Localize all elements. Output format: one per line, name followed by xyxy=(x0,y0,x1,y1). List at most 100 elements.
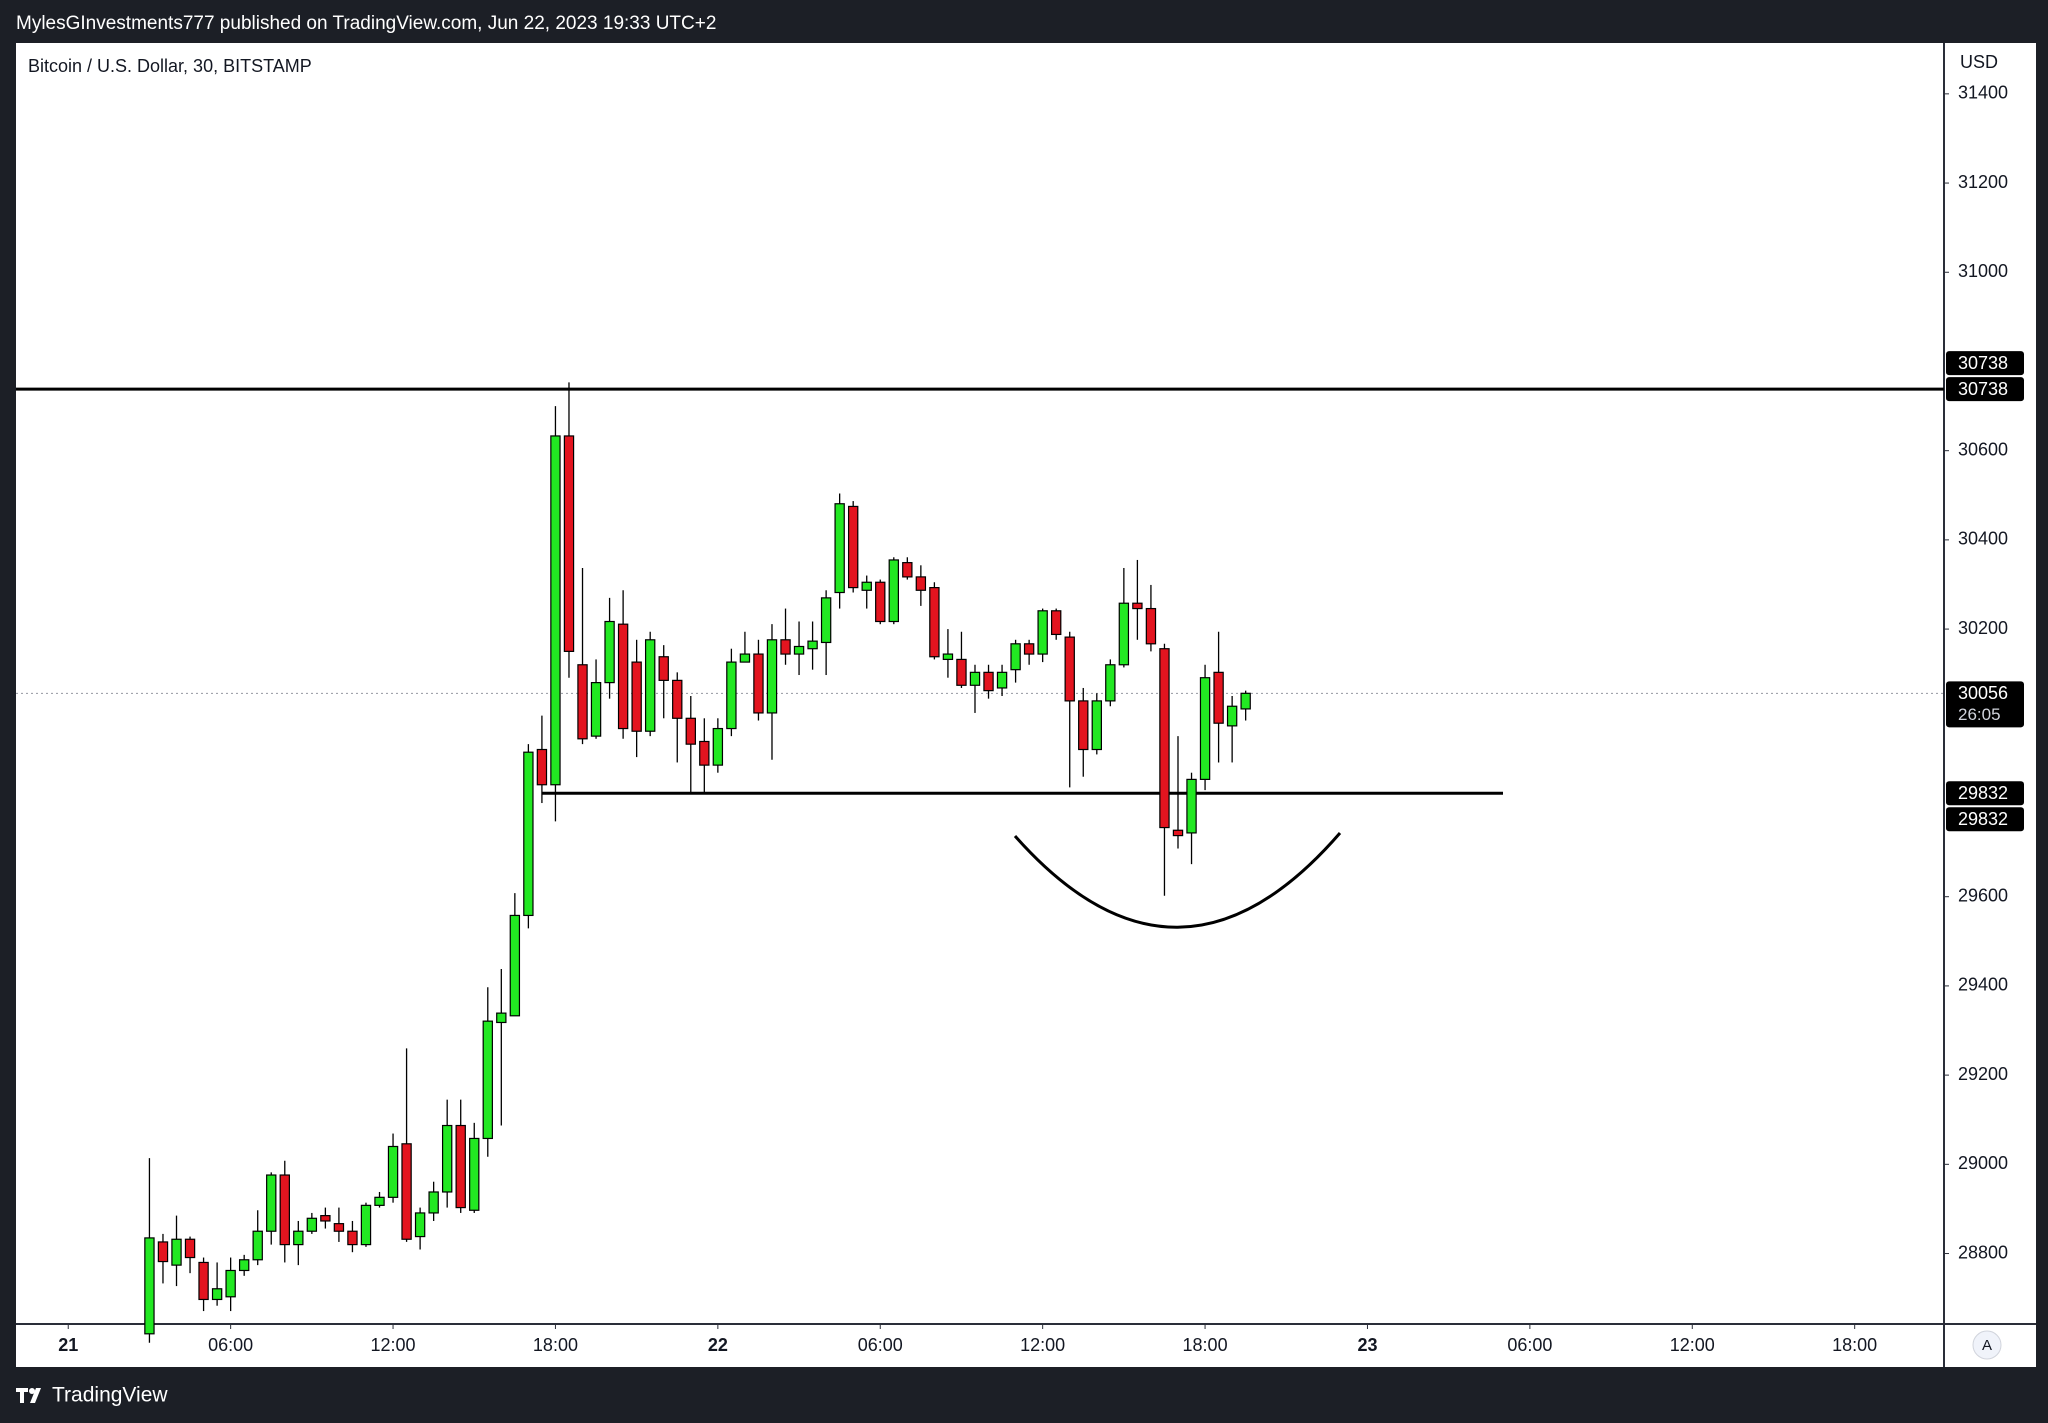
candle-body xyxy=(266,1174,277,1232)
candle-body xyxy=(1023,643,1035,655)
candle-body xyxy=(469,1137,480,1211)
price-tag-box xyxy=(1946,807,2024,832)
candle-body xyxy=(320,1215,331,1222)
candle-body xyxy=(1226,705,1238,727)
candle-body xyxy=(238,1259,250,1272)
candle-body xyxy=(1240,692,1251,710)
x-tick-label: 18:00 xyxy=(1832,1335,1877,1355)
candle-body xyxy=(644,639,656,732)
y-tick-label: 28800 xyxy=(1958,1242,2008,1262)
candle-body xyxy=(956,658,967,686)
price-tag-box xyxy=(1946,781,2024,806)
candle-body xyxy=(360,1204,372,1246)
candle-body xyxy=(1064,636,1075,702)
candle-body xyxy=(1050,610,1062,636)
y-axis-label: USD xyxy=(1960,52,1998,72)
candle-body xyxy=(834,503,845,594)
candle-body xyxy=(1037,610,1048,655)
candle-body xyxy=(807,640,818,650)
y-tick-label: 29600 xyxy=(1958,885,2008,905)
candle-body xyxy=(1199,677,1211,780)
candle-body xyxy=(793,645,805,655)
y-tick-label: 29000 xyxy=(1958,1153,2008,1173)
y-tick-label: 30200 xyxy=(1958,618,2008,638)
candle-body xyxy=(672,679,683,719)
candle-body xyxy=(157,1241,169,1263)
price-tag-box xyxy=(1946,351,2024,376)
x-tick-label: 12:00 xyxy=(1670,1335,1715,1355)
candle-body xyxy=(861,581,872,591)
candle-body xyxy=(875,581,886,623)
auto-scale-label[interactable]: A xyxy=(1982,1337,1992,1354)
publish-header: MylesGInvestments777 published on Tradin… xyxy=(16,13,716,34)
candle-body xyxy=(144,1237,155,1335)
candle-body xyxy=(780,639,791,655)
candle-body xyxy=(983,671,994,692)
candle-body xyxy=(279,1174,290,1246)
last-price-label: 30056 xyxy=(1958,683,2008,703)
candle-body xyxy=(1078,700,1089,751)
last-price-box xyxy=(1946,681,2024,728)
x-tick-label: 12:00 xyxy=(1020,1335,1065,1355)
price-tag: 29832 xyxy=(1958,783,2008,803)
candle-body xyxy=(1145,607,1157,645)
candle-body xyxy=(996,671,1008,689)
price-tag-box xyxy=(1946,377,2024,402)
y-tick-label: 31000 xyxy=(1958,261,2008,281)
candle-body xyxy=(252,1230,263,1261)
candle-body xyxy=(198,1261,209,1301)
x-tick-label: 12:00 xyxy=(371,1335,416,1355)
curve-drawing xyxy=(1013,832,1342,929)
candle-body xyxy=(401,1143,412,1240)
candle-body xyxy=(753,653,764,714)
candle-body xyxy=(929,587,940,658)
candle-body xyxy=(171,1238,182,1266)
candle-body xyxy=(1186,778,1197,834)
y-tick-label: 31400 xyxy=(1958,83,2008,103)
candle-body xyxy=(387,1145,399,1198)
candle-body xyxy=(685,717,696,745)
candle-body xyxy=(726,661,737,730)
x-tick-label: 18:00 xyxy=(533,1335,578,1355)
candle-body xyxy=(509,914,521,1017)
candle-body xyxy=(1010,643,1021,671)
candle-body xyxy=(915,576,927,591)
candle-body xyxy=(428,1191,439,1214)
candle-body xyxy=(902,562,913,578)
candle-body xyxy=(563,435,575,652)
y-tick-label: 30600 xyxy=(1958,439,2008,459)
candle-body xyxy=(347,1230,358,1246)
x-tick-label: 22 xyxy=(708,1335,728,1355)
candle-body xyxy=(482,1020,493,1140)
candle-body xyxy=(590,682,602,737)
price-tag: 30738 xyxy=(1958,379,2008,399)
auto-scale-button[interactable] xyxy=(1972,1330,2002,1360)
candle-body xyxy=(523,751,534,917)
x-tick-label: 23 xyxy=(1357,1335,1377,1355)
candle-body xyxy=(969,671,981,686)
candle-body xyxy=(1105,664,1116,702)
candle-body xyxy=(658,656,669,681)
chart-title: Bitcoin / U.S. Dollar, 30, BITSTAMP xyxy=(28,56,312,76)
candle-body xyxy=(888,559,899,623)
x-tick-label: 06:00 xyxy=(1507,1335,1552,1355)
candle-body xyxy=(441,1124,453,1193)
y-tick-label: 29200 xyxy=(1958,1064,2008,1084)
candle-body xyxy=(1118,602,1130,666)
candle-body xyxy=(942,653,954,661)
candle-body xyxy=(766,639,778,714)
candle-body xyxy=(293,1230,304,1246)
candle-body xyxy=(211,1288,223,1301)
brand-logo xyxy=(16,1388,41,1403)
candle-body xyxy=(1159,648,1170,829)
price-tag: 30738 xyxy=(1958,353,2008,373)
candle-body xyxy=(306,1217,318,1232)
candle-body xyxy=(1213,671,1224,724)
y-tick-label: 31200 xyxy=(1958,172,2008,192)
candle-body xyxy=(604,620,615,684)
brand-name: TradingView xyxy=(52,1384,168,1407)
y-tick-label: 30400 xyxy=(1958,529,2008,549)
candle-body xyxy=(225,1269,236,1298)
